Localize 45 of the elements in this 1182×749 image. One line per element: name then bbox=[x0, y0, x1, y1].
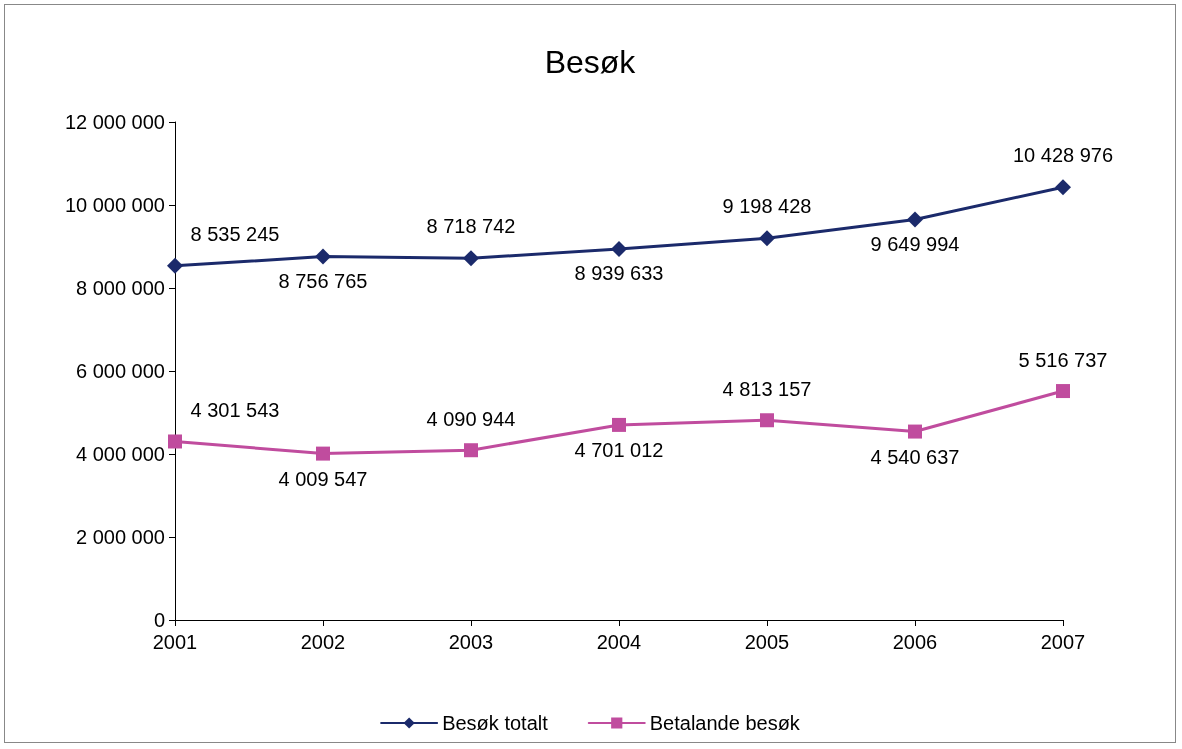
point bbox=[908, 424, 922, 439]
y-tick-label: 0 bbox=[153, 609, 165, 631]
y-tick-label: 8 000 000 bbox=[76, 277, 165, 299]
data-label: 10 428 976 bbox=[1012, 144, 1114, 167]
data-label: 8 939 633 bbox=[574, 262, 664, 285]
point bbox=[464, 443, 478, 458]
point bbox=[315, 248, 331, 265]
y-tick-label: 12 000 000 bbox=[64, 111, 165, 133]
x-tick-label: 2005 bbox=[744, 631, 790, 653]
data-label: 8 718 742 bbox=[426, 215, 516, 238]
y-tick-label: 2 000 000 bbox=[76, 526, 165, 548]
data-label: 9 649 994 bbox=[870, 232, 960, 255]
data-label: 4 090 944 bbox=[426, 408, 516, 431]
x-tick-label: 2001 bbox=[152, 631, 198, 653]
chart-title: Besøk bbox=[544, 44, 637, 80]
point bbox=[907, 211, 923, 228]
data-label: 4 009 547 bbox=[278, 467, 368, 490]
point bbox=[760, 413, 774, 428]
x-tick-label: 2003 bbox=[448, 631, 494, 653]
x-tick-label: 2006 bbox=[892, 631, 938, 653]
x-tick-label: 2002 bbox=[300, 631, 346, 653]
data-label: 5 516 737 bbox=[1018, 349, 1108, 372]
point bbox=[611, 241, 627, 258]
point bbox=[168, 434, 182, 449]
point bbox=[167, 257, 183, 274]
point bbox=[1055, 179, 1071, 196]
x-tick-label: 2007 bbox=[1040, 631, 1086, 653]
legend-label: Betalande besøk bbox=[649, 712, 801, 734]
y-tick-label: 6 000 000 bbox=[76, 360, 165, 382]
point bbox=[1056, 384, 1070, 399]
data-label: 4 813 157 bbox=[722, 378, 812, 401]
point bbox=[612, 417, 626, 432]
y-tick-label: 4 000 000 bbox=[76, 443, 165, 465]
point bbox=[759, 230, 775, 247]
y-tick-label: 10 000 000 bbox=[64, 194, 165, 216]
point bbox=[463, 250, 479, 267]
data-label: 8 535 245 bbox=[190, 222, 280, 245]
data-label: 8 756 765 bbox=[278, 269, 368, 292]
data-label: 4 701 012 bbox=[574, 438, 664, 461]
data-label: 4 540 637 bbox=[870, 445, 960, 468]
data-label: 4 301 543 bbox=[190, 399, 280, 422]
point bbox=[316, 446, 330, 461]
legend-label: Besøk totalt bbox=[442, 712, 549, 734]
x-tick-label: 2004 bbox=[596, 631, 642, 653]
data-label: 9 198 428 bbox=[722, 195, 812, 218]
